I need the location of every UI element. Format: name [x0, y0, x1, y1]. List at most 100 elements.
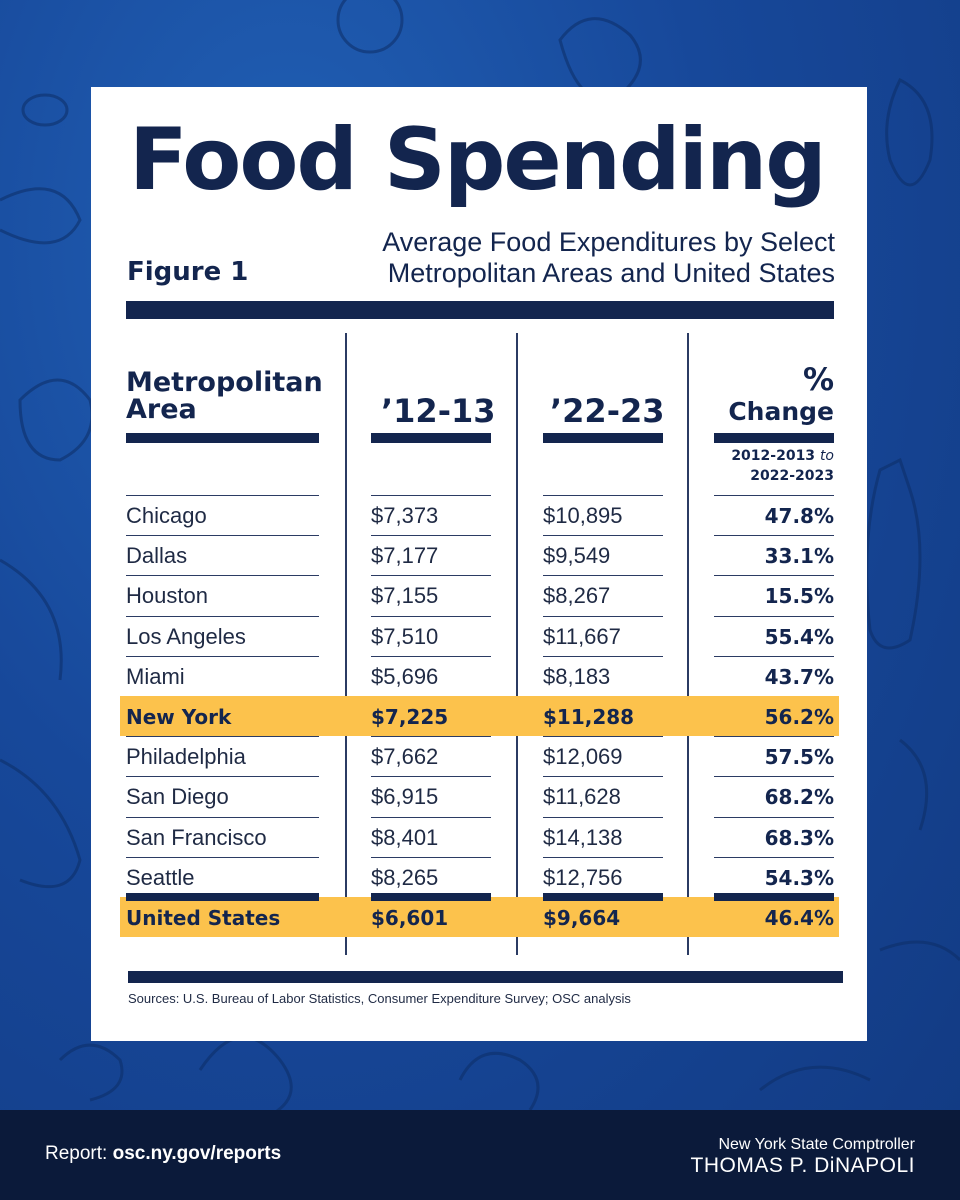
table-row: United States $6,601 $9,664 46.4%	[91, 893, 867, 937]
cell-area: United States	[126, 906, 281, 930]
row-rule	[543, 736, 663, 738]
cell-area: Miami	[126, 663, 185, 689]
figure-label: Figure 1	[127, 257, 249, 287]
row-rule	[714, 615, 834, 617]
cell-2022-23: $10,895	[543, 503, 623, 528]
cell-2022-23: $8,267	[543, 583, 611, 609]
table-row: Philadelphia $7,662 $12,069 57.5%	[91, 736, 867, 776]
column-divider-1	[345, 333, 347, 955]
cell-2012-13: $7,155	[371, 583, 439, 609]
cell-2022-23: $8,183	[543, 663, 611, 689]
top-divider-bar	[126, 301, 834, 319]
row-rule	[371, 893, 491, 901]
bottom-divider-bar	[128, 971, 843, 983]
cell-2012-13: $6,601	[371, 906, 449, 930]
row-rule	[126, 495, 319, 496]
cell-pct-change: 56.2%	[764, 705, 834, 729]
comptroller-brand: New York State Comptroller THOMAS P. DiN…	[691, 1135, 916, 1178]
row-rule	[543, 535, 663, 537]
cell-2022-23: $9,549	[543, 543, 611, 569]
row-rule	[126, 893, 319, 901]
row-rule	[714, 736, 834, 738]
cell-2022-23: $14,138	[543, 824, 623, 850]
row-rule	[126, 736, 319, 738]
row-rule	[126, 816, 319, 818]
row-rule	[126, 655, 319, 657]
range-end: 2022-2023	[750, 468, 834, 484]
figure-card: Food Spending Figure 1 Average Food Expe…	[91, 87, 867, 1041]
report-label: Report:	[45, 1143, 108, 1164]
row-rule	[126, 615, 319, 617]
cell-pct-change: 54.3%	[764, 865, 834, 890]
row-rule	[543, 893, 663, 901]
highlight-band	[120, 696, 839, 736]
cell-area: Chicago	[126, 503, 207, 528]
header-area-line-1: Metropolitan	[126, 367, 323, 398]
cell-2012-13: $5,696	[371, 663, 439, 689]
cell-2012-13: $8,401	[371, 824, 439, 850]
table-row: San Diego $6,915 $11,628 68.2%	[91, 776, 867, 816]
header-underline-area	[126, 433, 319, 443]
cell-pct-change: 47.8%	[764, 504, 834, 528]
column-divider-2	[516, 333, 518, 955]
subtitle-line-1: Average Food Expenditures by Select	[382, 227, 835, 257]
table-row: New York $7,225 $11,288 56.2%	[91, 696, 867, 736]
cell-area: Dallas	[126, 543, 188, 569]
cell-area: New York	[126, 705, 232, 729]
row-rule	[714, 776, 834, 778]
cell-area: Houston	[126, 583, 208, 609]
table-row: Chicago $7,373 $10,895 47.8%	[91, 495, 867, 535]
header-metropolitan-area: Metropolitan Area	[126, 369, 323, 423]
cell-pct-change: 68.3%	[764, 825, 834, 850]
header-pct-word: Change	[728, 397, 834, 426]
brand-name: THOMAS P. DiNAPOLI	[690, 1154, 915, 1177]
cell-2012-13: $6,915	[371, 784, 439, 810]
range-start: 2012-2013	[731, 448, 816, 464]
row-rule	[543, 856, 663, 858]
row-rule	[371, 575, 491, 577]
subtitle-line-2: Metropolitan Areas and United States	[387, 258, 835, 288]
cell-2022-23: $11,628	[543, 784, 621, 810]
row-rule	[371, 816, 491, 818]
cell-2022-23: $9,664	[543, 906, 621, 930]
table-row: Los Angeles $7,510 $11,667 55.4%	[91, 615, 867, 656]
row-rule	[543, 575, 663, 577]
row-rule	[714, 575, 834, 577]
header-underline-y2	[543, 433, 663, 443]
cell-pct-change: 33.1%	[764, 544, 834, 569]
row-rule	[371, 736, 491, 738]
table-row: San Francisco $8,401 $14,138 68.3%	[91, 816, 867, 857]
cell-2012-13: $7,510	[371, 623, 439, 649]
row-rule	[714, 893, 834, 901]
report-url[interactable]: osc.ny.gov/reports	[112, 1143, 282, 1164]
cell-2012-13: $7,373	[371, 503, 439, 528]
table-row: Seattle $8,265 $12,756 54.3%	[91, 856, 867, 897]
range-to: to	[819, 448, 834, 464]
row-rule	[126, 856, 319, 858]
highlight-band	[120, 897, 839, 937]
table-row: Miami $5,696 $8,183 43.7%	[91, 655, 867, 696]
header-year-2012-13: ’12-13	[381, 392, 496, 430]
row-rule	[126, 535, 319, 537]
figure-subtitle: Average Food Expenditures by Select Metr…	[315, 227, 835, 289]
source-note: Sources: U.S. Bureau of Labor Statistics…	[128, 991, 631, 1006]
cell-2012-13: $7,662	[371, 744, 439, 770]
row-rule	[714, 495, 834, 496]
header-period-range: 2012-2013 to 2022-2023	[731, 446, 834, 486]
cell-pct-change: 46.4%	[764, 906, 834, 930]
row-rule	[371, 535, 491, 537]
row-rule	[714, 535, 834, 537]
cell-area: Los Angeles	[126, 623, 246, 649]
cell-area: Seattle	[126, 864, 195, 890]
food-doodle-background	[0, 0, 960, 1110]
cell-2012-13: $7,225	[371, 705, 449, 729]
cell-2012-13: $7,177	[371, 543, 439, 569]
row-rule	[543, 816, 663, 818]
cell-area: San Francisco	[126, 824, 267, 850]
header-underline-pct	[714, 433, 834, 443]
table-row: Dallas $7,177 $9,549 33.1%	[91, 535, 867, 575]
cell-2022-23: $11,288	[543, 705, 635, 729]
row-rule	[543, 655, 663, 657]
row-rule	[543, 615, 663, 617]
cell-area: Philadelphia	[126, 744, 246, 770]
